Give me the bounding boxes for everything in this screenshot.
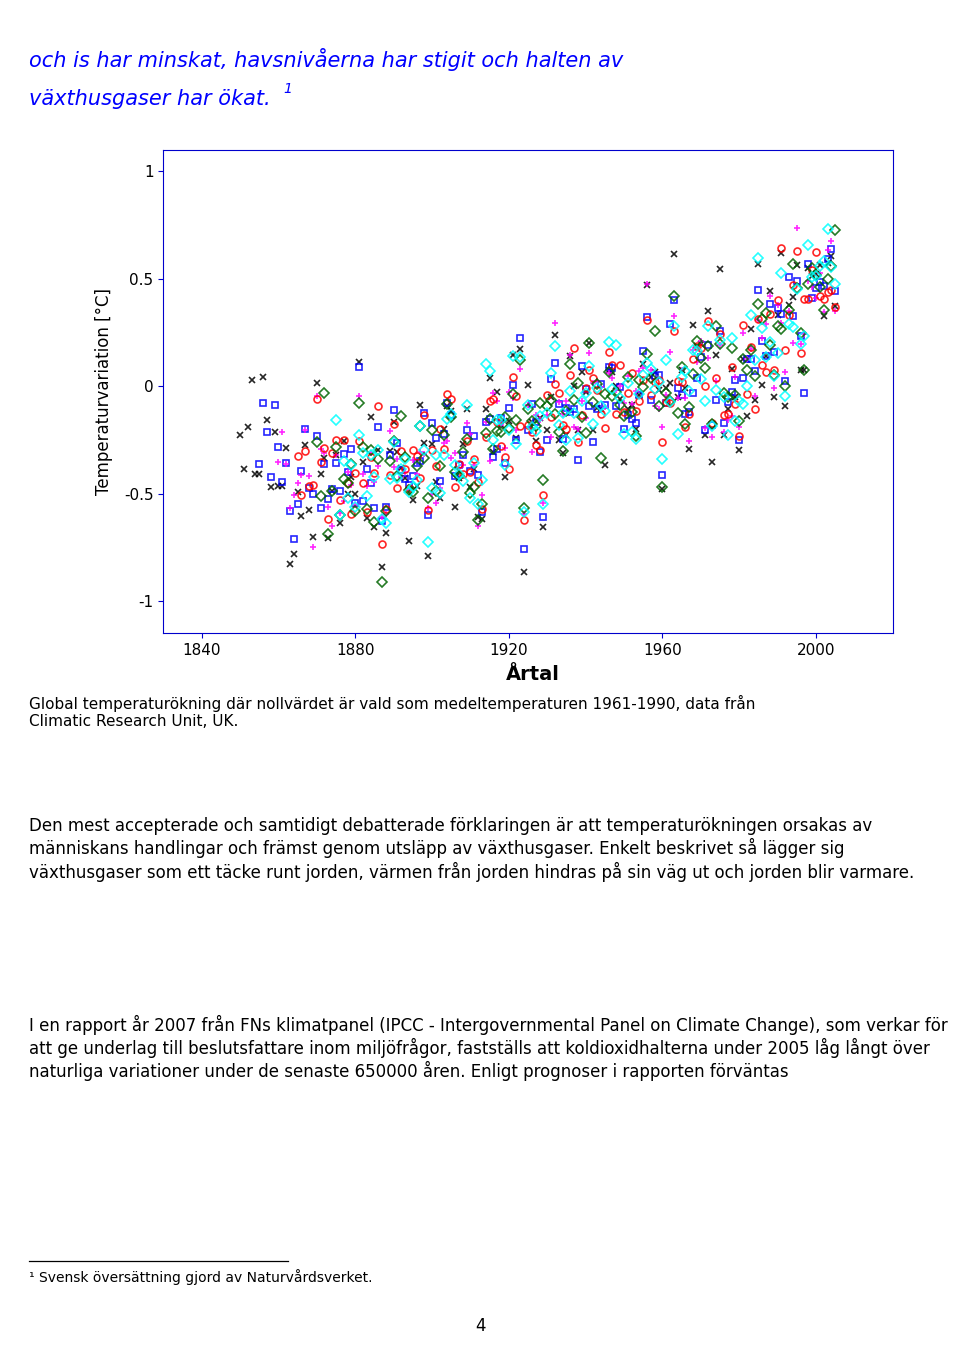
- Text: Årtal: Årtal: [506, 665, 560, 684]
- Text: 4: 4: [475, 1317, 485, 1335]
- Text: ¹ Svensk översättning gjord av Naturvårdsverket.: ¹ Svensk översättning gjord av Naturvård…: [29, 1269, 372, 1286]
- Text: växthusgaser har ökat.: växthusgaser har ökat.: [29, 89, 271, 109]
- Text: och is har minskat, havsnivåerna har stigit och halten av: och is har minskat, havsnivåerna har sti…: [29, 48, 623, 71]
- Text: Den mest accepterade och samtidigt debatterade förklaringen är att temperaturökn: Den mest accepterade och samtidigt debat…: [29, 817, 914, 881]
- Y-axis label: Temperaturvariation [°C]: Temperaturvariation [°C]: [95, 289, 112, 494]
- Text: Global temperaturökning där nollvärdet är vald som medeltemperaturen 1961-1990, : Global temperaturökning där nollvärdet ä…: [29, 695, 756, 729]
- Text: 1: 1: [283, 82, 292, 95]
- Text: I en rapport år 2007 från FNs klimatpanel (IPCC - Intergovernmental Panel on Cli: I en rapport år 2007 från FNs klimatpane…: [29, 1015, 948, 1081]
